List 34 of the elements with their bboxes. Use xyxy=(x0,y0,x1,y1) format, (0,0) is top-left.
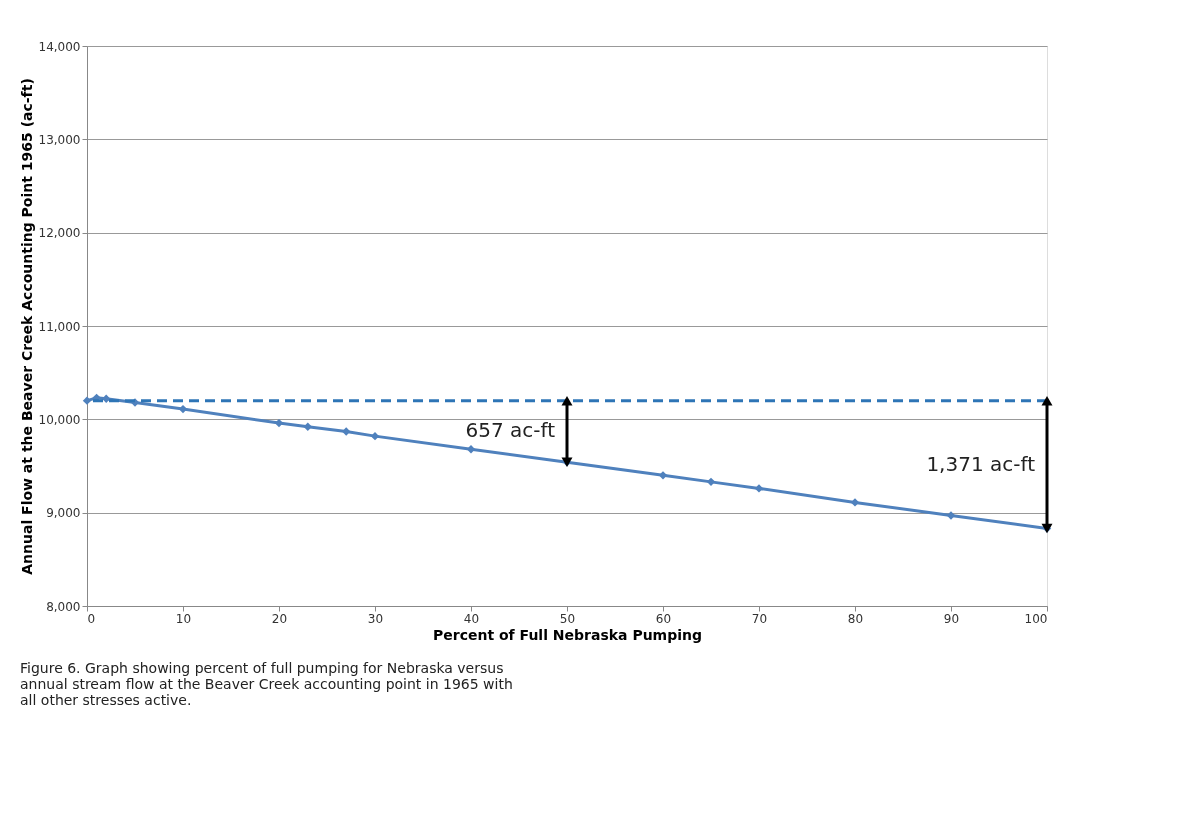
point xyxy=(82,396,92,405)
point xyxy=(706,477,716,487)
y-tick-label: 13,000 xyxy=(38,132,81,147)
point xyxy=(303,422,312,431)
point xyxy=(754,484,764,493)
point xyxy=(466,445,476,454)
x-tick-label: 100 xyxy=(1024,611,1048,626)
x-tick-label: 20 xyxy=(271,611,288,626)
x-tick-label: 80 xyxy=(847,611,864,626)
y-tick-label: 8,000 xyxy=(46,599,81,614)
annotation: 657 ac-ft xyxy=(465,418,556,443)
point xyxy=(370,431,380,441)
x-tick-label: 0 xyxy=(87,611,96,626)
caption: Figure 6. Graph showing percent of full pumping for Nebraska versus annual stream flow at the Beaver Creek accounting point in 1965 with all other stresses active. xyxy=(20,660,513,708)
y-axis-title: Annual Flow at the Beaver Creek Accounting Point 1965 (ac-ft) xyxy=(18,78,35,575)
y-tick-label: 10,000 xyxy=(38,412,81,427)
x-tick-label: 50 xyxy=(559,611,576,626)
y-tick-label: 14,000 xyxy=(38,39,81,54)
x-tick-label: 60 xyxy=(655,611,672,626)
point xyxy=(342,427,351,436)
point xyxy=(946,511,956,520)
x-tick-label: 40 xyxy=(463,611,480,626)
point xyxy=(102,394,111,403)
point xyxy=(850,498,860,507)
point xyxy=(658,471,668,480)
x-tick-label: 90 xyxy=(943,611,960,626)
x-tick-label: 30 xyxy=(367,611,384,626)
y-tick-label: 12,000 xyxy=(38,226,81,241)
x-tick-label: 10 xyxy=(175,611,192,626)
y-tick-label: 9,000 xyxy=(46,506,81,521)
x-axis-title: Percent of Full Nebraska Pumping xyxy=(432,626,703,643)
annotation: 1,371 ac-ft xyxy=(926,451,1036,476)
y-tick-label: 11,000 xyxy=(38,319,81,334)
x-tick-label: 70 xyxy=(751,611,768,626)
